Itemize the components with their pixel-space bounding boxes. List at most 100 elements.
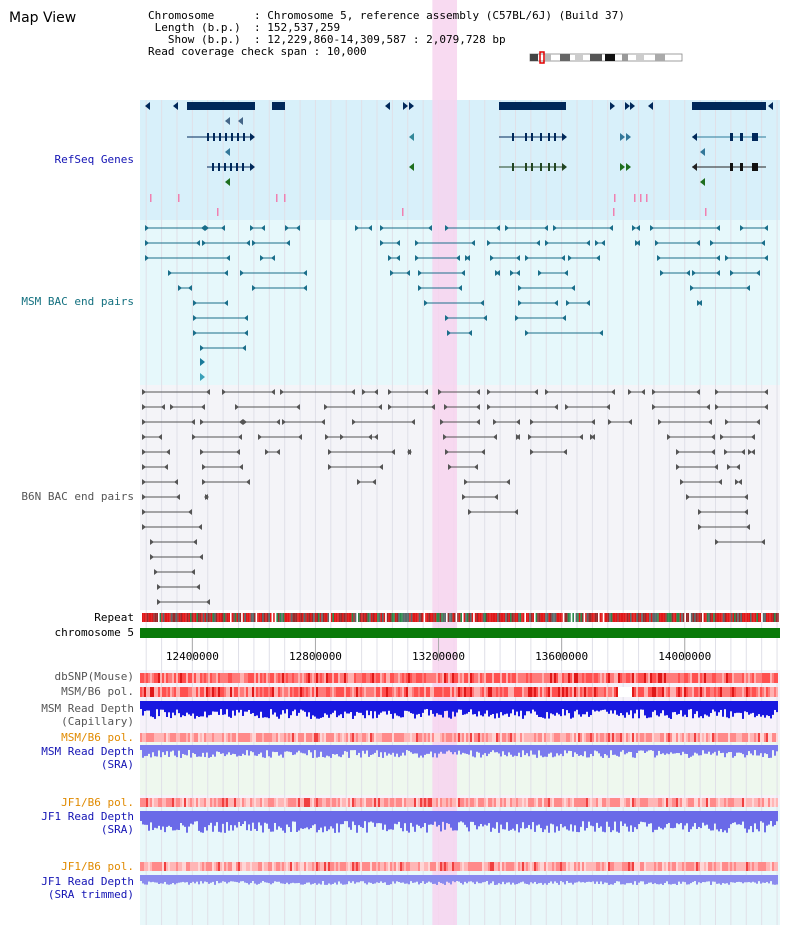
jf1-b6-pol-cell <box>640 798 642 807</box>
jf1-sra-depth-bar <box>714 811 716 824</box>
msm-b6-pol-cell <box>202 687 204 697</box>
jf1-b6-pol-cell <box>674 798 676 807</box>
msm-b6-pol-cell <box>720 687 722 697</box>
repeat-element <box>278 613 280 622</box>
dbsnp-cell <box>160 673 162 683</box>
msm-sra-depth-bar <box>464 745 466 754</box>
track-label-refseq[interactable]: RefSeq Genes <box>54 153 134 166</box>
jf1-trimmed-depth-bar <box>212 875 214 882</box>
msm-capillary-depth-bar <box>410 701 412 714</box>
msm-b6-pol-cell <box>380 687 382 697</box>
jf1-sra-depth-bar <box>316 811 318 833</box>
repeat-element <box>161 613 163 622</box>
msm-b6-pol-cell <box>348 687 350 697</box>
msm-b6-pol2-cell <box>246 733 248 742</box>
jf1-b6-pol-cell <box>278 798 280 807</box>
dbsnp-cell <box>500 673 502 683</box>
bac-end-left <box>193 300 197 306</box>
repeat-element <box>662 613 664 622</box>
bac-end-right <box>761 539 765 545</box>
msm-b6-pol-cell <box>760 687 762 697</box>
msm-capillary-depth-bar <box>184 701 186 717</box>
jf1-b6-pol-cell <box>158 798 160 807</box>
jf1-b6-pol-cell <box>606 798 608 807</box>
msm-capillary-depth-bar <box>556 701 558 713</box>
jf1-sra-depth-bar <box>620 811 622 822</box>
jf1-b6-pol-cell <box>700 798 702 807</box>
repeat-element <box>618 613 621 622</box>
jf1-trimmed-depth-bar <box>170 875 172 885</box>
msm-capillary-depth-bar <box>600 701 602 711</box>
gene-arrow <box>562 163 567 171</box>
track-label-b6n-bac[interactable]: B6N BAC end pairs <box>21 490 134 503</box>
jf1-trimmed-depth-bar <box>416 875 418 882</box>
jf1-b6-pol-cell <box>192 798 194 807</box>
jf1-trimmed-depth-bar <box>394 875 396 884</box>
msm-sra-depth-bar <box>570 745 572 751</box>
jf1-sra-depth-bar <box>250 811 252 831</box>
msm-b6-pol-cell <box>244 687 246 697</box>
jf1-b6-pol-cell <box>376 798 378 807</box>
jf1-b6-pol-cell <box>430 798 432 807</box>
jf1-b6-pol-cell <box>180 798 182 807</box>
feature-arrow <box>625 102 630 110</box>
msm-b6-pol2-cell <box>538 733 540 742</box>
jf1-trimmed-depth-bar <box>494 875 496 885</box>
msm-b6-pol-cell <box>658 687 660 697</box>
msm-b6-pol-cell <box>392 687 394 697</box>
msm-sra-depth-bar <box>298 745 300 751</box>
jf1-trimmed-depth-bar <box>696 875 698 885</box>
jf1-b6-pol-cell <box>666 798 668 807</box>
jf1-b6-pol2-cell <box>606 862 608 871</box>
msm-b6-pol-cell <box>512 687 514 697</box>
msm-b6-pol-cell <box>648 687 650 697</box>
msm-capillary-depth-bar <box>612 701 614 714</box>
bac-end-left <box>553 225 557 231</box>
bac-end-left <box>748 449 752 455</box>
msm-sra-depth-bar <box>528 745 530 757</box>
msm-b6-pol-cell <box>666 687 668 697</box>
jf1-trimmed-depth-bar <box>158 875 160 885</box>
msm-b6-pol-cell <box>498 687 500 697</box>
jf1-b6-pol-cell <box>314 798 316 807</box>
msm-b6-pol-cell <box>604 687 606 697</box>
msm-capillary-depth-bar <box>776 701 778 713</box>
msm-b6-pol-cell <box>566 687 568 697</box>
repeat-element <box>428 613 430 622</box>
jf1-sra-depth-bar <box>314 811 316 825</box>
msm-b6-pol-cell <box>152 687 154 697</box>
msm-capillary-depth-bar <box>530 701 532 714</box>
msm-sra-depth-bar <box>676 745 678 754</box>
repeat-element <box>558 613 560 622</box>
repeat-element <box>695 613 698 622</box>
gene-block <box>499 102 566 110</box>
msm-b6-pol-cell <box>520 687 522 697</box>
bac-end-left <box>193 330 197 336</box>
track-label-msm-bac[interactable]: MSM BAC end pairs <box>21 295 134 308</box>
jf1-b6-pol2-cell <box>230 862 232 871</box>
jf1-trimmed-depth-bar <box>584 875 586 883</box>
msm-b6-pol-cell <box>638 687 640 697</box>
jf1-b6-pol2-cell <box>152 862 154 871</box>
msm-sra-depth-bar <box>190 745 192 758</box>
jf1-b6-pol-cell <box>758 798 760 807</box>
jf1-trimmed-depth-bar <box>700 875 702 884</box>
page-title: Map View <box>9 10 77 26</box>
msm-b6-pol-cell <box>548 687 550 697</box>
msm-b6-pol2-cell <box>254 733 256 742</box>
ideogram-band <box>545 54 551 61</box>
msm-b6-pol-cell <box>414 687 416 697</box>
msm-b6-pol-cell <box>448 687 450 697</box>
jf1-sra-depth-bar <box>482 811 484 827</box>
msm-sra-depth-bar <box>162 745 164 753</box>
jf1-b6-pol-cell <box>344 798 346 807</box>
repeat-element <box>609 613 611 622</box>
msm-b6-pol-cell <box>556 687 558 697</box>
jf1-trimmed-depth-bar <box>432 875 434 884</box>
msm-b6-pol2-cell <box>754 733 756 742</box>
repeat-element <box>511 613 514 622</box>
jf1-b6-pol2-cell <box>508 862 510 871</box>
jf1-b6-pol-cell <box>326 798 328 807</box>
repeat-element <box>292 613 294 622</box>
msm-capillary-depth-bar <box>398 701 400 717</box>
